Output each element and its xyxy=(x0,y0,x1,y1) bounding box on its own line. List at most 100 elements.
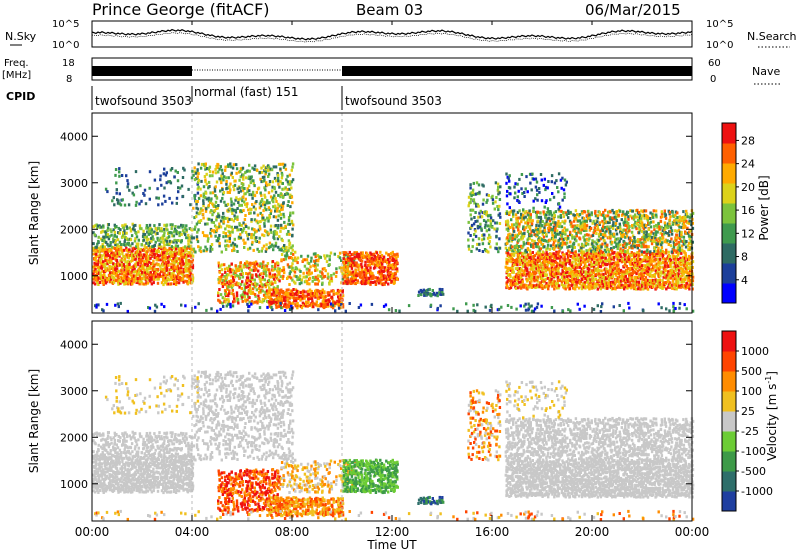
power-cell xyxy=(510,239,513,243)
power-cell xyxy=(268,214,271,217)
power-cell xyxy=(231,207,234,211)
power-cell xyxy=(315,294,319,298)
power-cell xyxy=(330,295,334,299)
power-cell xyxy=(176,264,180,268)
power-cell xyxy=(253,228,256,232)
power-cell xyxy=(578,260,581,264)
power-cell xyxy=(269,245,272,249)
power-cell xyxy=(554,267,557,271)
power-cell xyxy=(277,267,280,271)
power-cell xyxy=(569,274,572,278)
power-cell xyxy=(429,292,432,296)
power-cell xyxy=(314,266,317,270)
power-cell xyxy=(102,279,106,283)
power-cell xyxy=(498,246,502,250)
power-cell xyxy=(145,252,149,256)
power-cell xyxy=(476,219,479,223)
power-cell xyxy=(231,227,234,231)
power-cell xyxy=(600,256,603,260)
power-cell xyxy=(169,268,173,271)
power-cell xyxy=(597,264,600,268)
power-cell xyxy=(119,280,123,283)
power-cell xyxy=(207,203,210,207)
power-cell xyxy=(255,219,258,223)
power-cell xyxy=(134,223,137,227)
power-cell xyxy=(671,261,674,264)
power-cell xyxy=(258,236,261,240)
power-cell xyxy=(124,237,127,241)
power-cell xyxy=(531,283,534,287)
power-cell xyxy=(199,250,203,254)
power-cell xyxy=(504,220,508,224)
power-cell xyxy=(330,274,333,277)
power-cell xyxy=(515,246,518,250)
power-cell xyxy=(375,256,379,259)
power-cell xyxy=(218,177,221,181)
power-cell xyxy=(510,260,513,264)
power-cell xyxy=(228,224,231,228)
power-cell xyxy=(217,277,220,281)
power-cell xyxy=(643,250,647,254)
power-cell xyxy=(268,201,271,205)
power-cell xyxy=(224,239,227,243)
power-cell xyxy=(555,250,558,254)
power-cell xyxy=(647,280,650,284)
power-cell xyxy=(674,282,677,286)
power-cell xyxy=(492,219,495,223)
power-cell xyxy=(230,203,233,207)
power-cell xyxy=(298,290,301,294)
power-cell xyxy=(232,278,236,282)
power-cell xyxy=(153,178,157,182)
power-cell xyxy=(600,269,603,273)
power-cell xyxy=(540,253,543,257)
power-cell xyxy=(123,282,126,286)
power-cell xyxy=(288,300,291,304)
power-cell xyxy=(243,288,246,292)
power-cell xyxy=(383,266,387,270)
power-cell xyxy=(206,222,209,226)
power-cell xyxy=(204,167,207,171)
power-cell xyxy=(101,247,104,251)
power-cell xyxy=(554,260,558,264)
power-cell xyxy=(575,284,578,288)
power-cell xyxy=(203,163,206,167)
power-cell xyxy=(667,272,670,276)
power-cell xyxy=(340,259,343,262)
power-cell xyxy=(495,196,498,199)
power-cell xyxy=(204,209,208,213)
power-cell xyxy=(114,266,117,270)
power-cell xyxy=(220,250,223,254)
power-cell xyxy=(243,291,247,295)
power-cell xyxy=(258,220,261,224)
power-cell xyxy=(636,264,639,267)
power-cell xyxy=(470,217,473,221)
power-cell xyxy=(612,282,615,286)
power-cell xyxy=(325,260,329,264)
power-cell xyxy=(549,272,552,276)
power-cell xyxy=(612,261,615,265)
power-cell xyxy=(499,215,502,219)
power-cell xyxy=(347,259,350,262)
power-cell xyxy=(506,236,509,240)
power-cell xyxy=(180,223,183,227)
power-cell xyxy=(98,248,102,252)
power-cell xyxy=(353,251,356,255)
power-cell xyxy=(158,273,162,277)
power-cell xyxy=(536,219,540,223)
power-cell xyxy=(145,241,148,245)
power-cell xyxy=(272,244,275,248)
power-cell xyxy=(287,288,290,292)
power-cell xyxy=(354,278,357,282)
power-cell xyxy=(470,225,473,229)
power-cell xyxy=(495,234,498,238)
power-cell xyxy=(513,248,516,251)
power-cell xyxy=(669,281,672,285)
power-cell xyxy=(509,244,513,248)
power-cell xyxy=(608,275,612,279)
power-cell xyxy=(314,261,317,265)
power-cell xyxy=(149,227,152,231)
power-cell xyxy=(124,274,127,278)
power-cell xyxy=(97,246,100,250)
power-cell xyxy=(296,306,299,310)
power-cell xyxy=(182,249,186,253)
